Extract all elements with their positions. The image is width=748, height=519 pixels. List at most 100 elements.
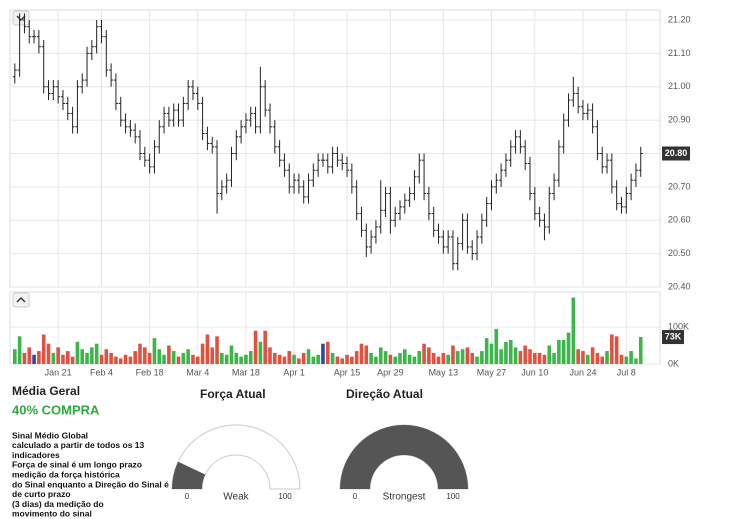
- volume-bar: [460, 349, 465, 364]
- volume-bar: [585, 354, 590, 364]
- x-tick-label: Apr 15: [334, 367, 361, 377]
- current-volume-label: 73K: [665, 331, 682, 341]
- volume-bar: [571, 297, 576, 364]
- y-tick-label: 20.90: [668, 115, 691, 125]
- volume-bar: [311, 356, 316, 364]
- volume-bar: [552, 352, 556, 364]
- volume-bar: [258, 341, 263, 364]
- volume-bar: [282, 356, 287, 364]
- volume-bar: [393, 356, 397, 364]
- gauge-title: Direção Atual: [346, 387, 423, 401]
- volume-bar: [321, 343, 325, 364]
- volume-bar: [398, 352, 402, 364]
- x-tick-label: May 13: [429, 367, 459, 377]
- y-tick-label: 0K: [668, 358, 679, 368]
- volume-bar: [484, 338, 489, 364]
- volume-bar: [85, 352, 89, 364]
- volume-bar: [566, 332, 571, 364]
- volume-bar: [181, 352, 186, 364]
- volume-bar: [595, 352, 600, 364]
- volume-bar: [220, 352, 224, 364]
- summary-line: Sinal Médio Global: [12, 430, 88, 440]
- volume-bar: [46, 343, 51, 364]
- volume-bar: [325, 341, 330, 364]
- volume-bar: [239, 356, 243, 364]
- volume-bar: [114, 356, 118, 364]
- volume-bar: [465, 347, 470, 364]
- gauge-label: Weak: [223, 492, 249, 503]
- x-tick-label: Jun 24: [569, 367, 596, 377]
- y-tick-label: 21.20: [668, 14, 691, 24]
- volume-bar: [561, 340, 566, 364]
- y-tick-label: 20.40: [668, 281, 691, 291]
- volume-bar: [152, 338, 157, 364]
- volume-bar: [41, 334, 46, 364]
- volume-bar: [75, 341, 80, 364]
- collapse-button[interactable]: [12, 10, 30, 26]
- current-price-label: 20.80: [665, 148, 688, 158]
- volume-bar: [171, 351, 176, 364]
- volume-bar: [518, 351, 523, 364]
- volume-bar: [292, 354, 296, 364]
- volume-bar: [224, 354, 229, 364]
- volume-bar: [364, 345, 369, 364]
- volume-bar: [51, 352, 56, 364]
- volume-bar: [499, 349, 503, 364]
- x-tick-label: Jul 8: [617, 367, 636, 377]
- volume-bar: [350, 356, 354, 364]
- volume-bar: [634, 358, 638, 364]
- volume-bar: [422, 343, 426, 364]
- volume-bar: [369, 352, 373, 364]
- volume-bar: [157, 349, 162, 364]
- volume-bar: [494, 328, 499, 364]
- volume-bar: [263, 330, 267, 364]
- volume-bar: [590, 347, 595, 364]
- gauge-value: [339, 424, 468, 489]
- summary-signal: 40% COMPRA: [12, 402, 100, 417]
- volume-bar: [359, 343, 364, 364]
- volume-bar: [32, 354, 36, 364]
- volume-bar: [27, 347, 32, 364]
- gauge-title: Força Atual: [200, 387, 266, 401]
- x-tick-label: Feb 4: [90, 367, 113, 377]
- volume-bar: [480, 351, 484, 364]
- volume-bar: [547, 345, 552, 364]
- volume-bar: [542, 354, 547, 364]
- x-tick-label: Apr 1: [283, 367, 305, 377]
- volume-bar: [508, 340, 513, 364]
- volume-bar: [354, 351, 359, 364]
- volume-bar: [446, 354, 450, 364]
- volume-bar: [378, 347, 383, 364]
- volume-bar: [253, 330, 258, 364]
- volume-bar: [37, 351, 41, 364]
- volume-bar: [523, 345, 527, 364]
- volume-bar: [210, 347, 215, 364]
- volume-bar: [455, 351, 460, 364]
- volume-bar: [56, 347, 60, 364]
- summary-title: Média Geral: [12, 384, 80, 398]
- volume-bar: [624, 356, 629, 364]
- volume-bar: [557, 340, 561, 364]
- summary-line: movimento do sinal: [12, 509, 92, 519]
- volume-bar: [186, 349, 190, 364]
- volume-bar: [451, 345, 455, 364]
- collapse-button[interactable]: [12, 292, 30, 308]
- volume-bar: [306, 349, 311, 364]
- summary-line: (3 dias) da medição do: [12, 499, 104, 509]
- volume-bar: [70, 356, 75, 364]
- volume-bar: [277, 354, 282, 364]
- volume-bar: [475, 356, 479, 364]
- chevron-up: [16, 297, 26, 303]
- volume-bar: [104, 349, 109, 364]
- summary-line: Força de sinal é um longo prazo: [12, 460, 142, 470]
- volume-bar: [147, 352, 152, 364]
- current-volume-box: [662, 330, 684, 345]
- volume-bar: [374, 356, 378, 364]
- volume-bar: [537, 352, 542, 364]
- x-tick-label: Jan 21: [45, 367, 72, 377]
- volume-bar: [504, 341, 508, 364]
- volume-bar: [99, 354, 104, 364]
- volume-bar: [90, 347, 94, 364]
- volume-bar: [13, 349, 17, 364]
- volume-bar: [162, 354, 166, 364]
